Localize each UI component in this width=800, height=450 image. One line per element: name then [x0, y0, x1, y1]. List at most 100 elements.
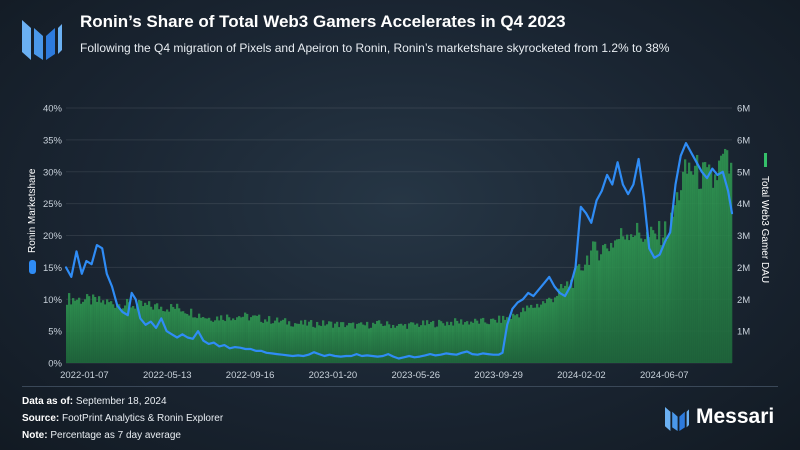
dau-bar [482, 317, 485, 363]
dau-bar [296, 323, 299, 363]
dau-bar [574, 268, 577, 363]
dau-bar [214, 320, 217, 363]
x-tick-label: 2023-01-20 [309, 370, 358, 381]
y-right-tick-label: 6M [737, 135, 750, 146]
dau-bar [144, 302, 147, 363]
dau-bar [318, 325, 321, 363]
dau-bar [390, 328, 393, 363]
dau-bar [536, 303, 539, 363]
dau-bar [258, 314, 261, 363]
dau-bar [670, 212, 673, 363]
dau-bar [686, 173, 689, 363]
dau-bar [576, 265, 579, 363]
dau-bar [542, 301, 545, 363]
dau-bar [120, 310, 123, 363]
dau-bar [544, 303, 547, 363]
dau-bar [362, 324, 365, 363]
dau-bar [508, 318, 511, 363]
dau-bar [592, 241, 595, 363]
dau-bar [402, 325, 405, 363]
dau-bar [460, 319, 463, 363]
y-left-tick-label: 15% [43, 263, 63, 274]
dau-bar [486, 323, 489, 363]
dau-bar [642, 241, 645, 363]
dau-bar [648, 236, 651, 363]
dau-bar [596, 250, 599, 363]
dau-bar [628, 240, 631, 363]
dau-bar [348, 322, 351, 363]
dau-bar [166, 309, 169, 363]
y-left-tick-label: 40% [43, 104, 63, 115]
y-right-tick-label: 1M [737, 327, 750, 338]
dau-bar [570, 279, 573, 363]
dau-bar [502, 315, 505, 363]
dau-bar [314, 327, 317, 363]
dau-bar [590, 250, 593, 363]
dau-bar [730, 162, 733, 363]
dau-bar [220, 315, 223, 363]
y-right-tick-label: 3M [737, 231, 750, 242]
dau-bar [602, 245, 605, 363]
dau-bar [682, 171, 685, 363]
dau-bar [696, 154, 699, 363]
dau-bar [546, 299, 549, 363]
dau-bar [480, 318, 483, 363]
dau-bar [562, 288, 565, 363]
dau-bar [288, 321, 291, 363]
dau-bar [156, 303, 159, 363]
dau-bar [476, 320, 479, 363]
dau-bar [244, 312, 247, 363]
dau-bar [126, 299, 129, 363]
dau-bar [308, 321, 311, 363]
dau-bar [662, 237, 665, 363]
dau-bar [534, 307, 537, 363]
dau-bar [408, 323, 411, 363]
dau-bar [74, 300, 77, 363]
marketshare-legend-swatch [29, 260, 36, 274]
dau-bar [78, 297, 81, 363]
dau-bar [492, 318, 495, 363]
dau-bar [248, 320, 251, 363]
y-left-tick-label: 5% [48, 327, 62, 338]
dau-bar [466, 321, 469, 363]
dau-bar [260, 321, 263, 363]
dau-bar [152, 309, 155, 363]
dau-bar [688, 162, 691, 363]
dau-bar [706, 167, 709, 363]
dau-bar [430, 322, 433, 363]
dau-bar [192, 317, 195, 363]
footer-data-date: Data as of: September 18, 2024 [22, 396, 167, 407]
dau-bar [478, 323, 481, 363]
dau-bar [160, 306, 163, 363]
dau-bar [218, 320, 221, 363]
dau-bar [274, 320, 277, 363]
dau-bar [668, 235, 671, 363]
dau-bar [550, 298, 553, 363]
dau-bar [128, 302, 131, 363]
dau-bar [122, 308, 125, 363]
dau-bar [728, 173, 731, 363]
dau-bar [594, 241, 597, 363]
dau-bar [490, 318, 493, 363]
dau-bar [342, 322, 345, 363]
dau-bar [624, 239, 627, 363]
dau-bar [714, 174, 717, 363]
dau-bar [652, 230, 655, 363]
dau-bar [702, 162, 705, 363]
dau-bar [622, 236, 625, 363]
y-right-axis-label: Total Web3 Gamer DAU [759, 176, 770, 283]
dau-bar [162, 311, 165, 363]
dau-bar [116, 305, 119, 363]
dau-bar [238, 316, 241, 363]
x-tick-label: 2022-05-13 [143, 370, 192, 381]
dau-bar [522, 307, 525, 363]
footer-note: Note: Percentage as 7 day average [22, 430, 181, 441]
dau-bar [320, 326, 323, 363]
dau-bar [722, 153, 725, 363]
dau-bar [650, 226, 653, 363]
dau-bar [494, 319, 497, 363]
dau-bar [598, 260, 601, 363]
dau-bar [444, 325, 447, 363]
dau-bar [176, 303, 179, 363]
dau-bar [584, 264, 587, 363]
